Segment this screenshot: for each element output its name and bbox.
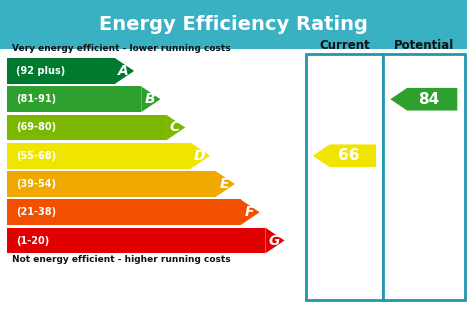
Bar bbox=[7, 143, 191, 169]
Bar bbox=[7, 58, 115, 84]
Text: (21-38): (21-38) bbox=[16, 207, 57, 217]
Text: F: F bbox=[244, 205, 254, 219]
Bar bbox=[7, 228, 265, 253]
Text: 84: 84 bbox=[418, 92, 439, 107]
Text: (39-54): (39-54) bbox=[16, 179, 57, 189]
Polygon shape bbox=[390, 88, 457, 111]
Bar bbox=[7, 86, 142, 112]
Text: A: A bbox=[118, 64, 129, 78]
Polygon shape bbox=[166, 115, 185, 140]
Bar bbox=[7, 115, 166, 140]
Text: (69-80): (69-80) bbox=[16, 122, 57, 133]
Bar bbox=[7, 199, 241, 225]
Polygon shape bbox=[142, 86, 161, 112]
Text: D: D bbox=[194, 149, 205, 163]
Polygon shape bbox=[241, 199, 260, 225]
Polygon shape bbox=[313, 144, 376, 167]
Text: (81-91): (81-91) bbox=[16, 94, 57, 104]
Text: Current: Current bbox=[319, 40, 370, 52]
Bar bbox=[7, 171, 216, 197]
Polygon shape bbox=[191, 143, 210, 169]
Text: E: E bbox=[219, 177, 229, 191]
Text: B: B bbox=[145, 92, 155, 106]
Text: G: G bbox=[268, 234, 280, 247]
Text: 66: 66 bbox=[339, 148, 360, 163]
Text: (1-20): (1-20) bbox=[16, 236, 50, 246]
Polygon shape bbox=[115, 58, 134, 84]
Polygon shape bbox=[265, 228, 284, 253]
Text: Very energy efficient - lower running costs: Very energy efficient - lower running co… bbox=[12, 44, 230, 53]
Text: (92 plus): (92 plus) bbox=[16, 66, 65, 76]
Bar bbox=[306, 54, 383, 300]
Bar bbox=[383, 54, 465, 300]
Text: Energy Efficiency Rating: Energy Efficiency Rating bbox=[99, 15, 368, 34]
Text: Not energy efficient - higher running costs: Not energy efficient - higher running co… bbox=[12, 255, 230, 264]
Text: C: C bbox=[170, 121, 180, 134]
Bar bbox=[0, 0, 467, 49]
Text: Potential: Potential bbox=[394, 40, 454, 52]
Text: (55-68): (55-68) bbox=[16, 151, 57, 161]
Polygon shape bbox=[216, 171, 235, 197]
